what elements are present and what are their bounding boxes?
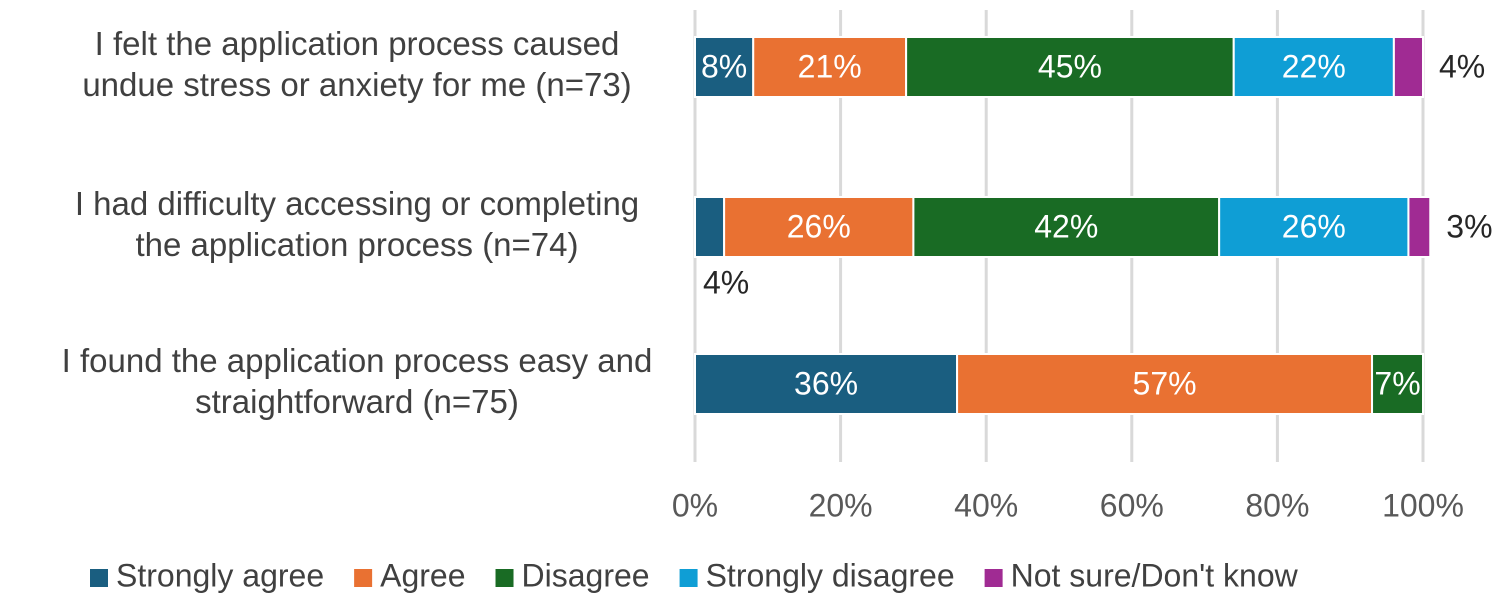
bar-segment xyxy=(723,196,915,258)
value-label: 8% xyxy=(701,48,747,84)
value-label: 45% xyxy=(1038,48,1102,84)
value-label: 26% xyxy=(787,208,851,244)
bar-segment xyxy=(912,196,1221,258)
category-label: undue stress or anxiety for me (n=73) xyxy=(82,66,631,103)
x-tick-label: 40% xyxy=(954,487,1018,523)
bar-segment xyxy=(694,196,726,258)
legend-label: Disagree xyxy=(522,557,650,593)
value-label: 4% xyxy=(1439,48,1485,84)
bar-segment xyxy=(1407,196,1432,258)
x-tick-label: 60% xyxy=(1100,487,1164,523)
value-label: 36% xyxy=(794,365,858,401)
x-tick-label: 0% xyxy=(672,487,718,523)
x-tick-label: 80% xyxy=(1245,487,1309,523)
bar-segment xyxy=(1232,36,1395,98)
bar-segment xyxy=(694,353,959,415)
legend-label: Agree xyxy=(380,557,465,593)
category-label: I found the application process easy and xyxy=(62,342,653,379)
value-label: 4% xyxy=(703,264,749,300)
legend-label: Strongly disagree xyxy=(706,557,955,593)
value-label: 21% xyxy=(798,48,862,84)
value-label: 22% xyxy=(1282,48,1346,84)
value-label: 42% xyxy=(1034,208,1098,244)
bar-segment xyxy=(694,36,755,98)
category-label: the application process (n=74) xyxy=(135,226,578,263)
bar-segment xyxy=(1392,36,1425,98)
legend-label: Strongly agree xyxy=(116,557,324,593)
bar-segment xyxy=(956,353,1374,415)
bar-segment xyxy=(1218,196,1410,258)
x-tick-label: 100% xyxy=(1382,487,1464,523)
value-label: 7% xyxy=(1374,365,1420,401)
category-label: straightforward (n=75) xyxy=(195,383,519,420)
category-label: I had difficulty accessing or completing xyxy=(75,185,639,222)
value-label: 26% xyxy=(1282,208,1346,244)
legend-swatch xyxy=(90,569,108,587)
value-label: 57% xyxy=(1133,365,1197,401)
legend-label: Not sure/Don't know xyxy=(1011,557,1299,593)
category-label: I felt the application process caused xyxy=(95,25,620,62)
legend-swatch xyxy=(679,569,698,587)
legend-swatch xyxy=(354,569,373,587)
legend-swatch xyxy=(495,569,514,587)
value-label: 3% xyxy=(1446,208,1492,244)
bar-segment xyxy=(1371,353,1425,415)
legend-swatch xyxy=(984,569,1003,587)
x-tick-label: 20% xyxy=(809,487,873,523)
